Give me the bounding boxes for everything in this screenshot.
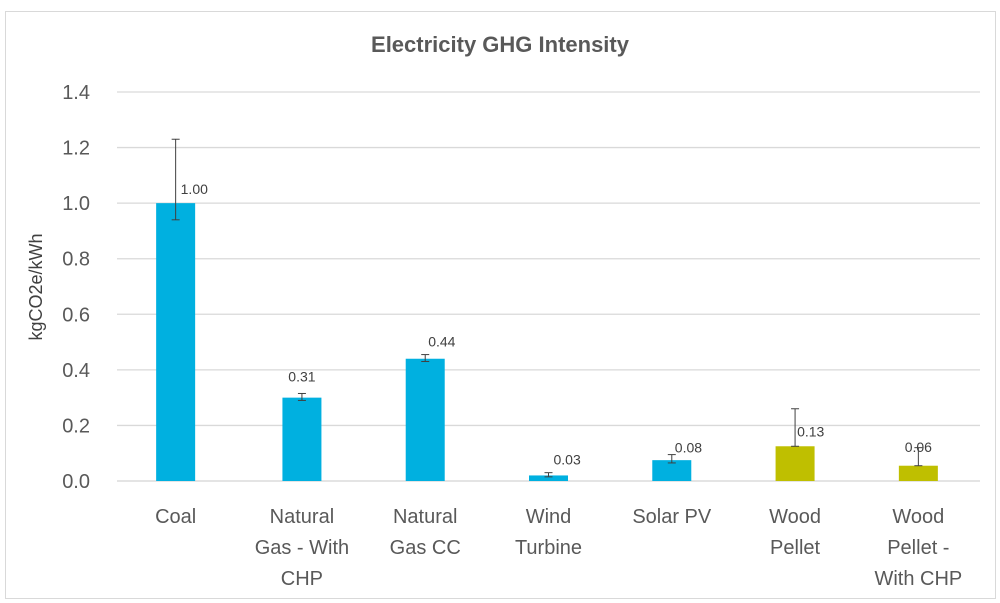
x-tick-label: Natural Gas CC xyxy=(390,506,461,559)
bar xyxy=(529,475,568,481)
data-label: 0.44 xyxy=(428,334,455,350)
x-tick-label: Wood Pellet -With CHP xyxy=(874,506,962,590)
data-label: 0.06 xyxy=(905,439,932,455)
x-tick-label: Wind Turbine xyxy=(515,506,582,559)
data-label: 0.08 xyxy=(675,440,702,456)
x-tick-label: Solar PV xyxy=(632,506,712,528)
bar xyxy=(156,203,196,481)
y-tick-label: 0.2 xyxy=(62,415,90,437)
y-tick-label: 1.2 xyxy=(62,138,90,160)
y-tick-label: 0.4 xyxy=(62,360,90,382)
x-tick-label: Coal xyxy=(155,506,196,528)
y-tick-label: 1.0 xyxy=(62,193,90,215)
y-tick-label: 1.4 xyxy=(62,82,90,104)
bar xyxy=(652,460,692,481)
y-tick-label: 0.6 xyxy=(62,304,90,326)
y-tick-label: 0.0 xyxy=(62,471,90,493)
y-axis-label: kgCO2e/kWh xyxy=(26,233,46,340)
bar xyxy=(898,465,938,481)
data-label: 0.13 xyxy=(797,424,824,440)
chart-title: Electricity GHG Intensity xyxy=(371,32,630,57)
bar xyxy=(405,358,445,481)
data-label: 1.00 xyxy=(181,181,208,197)
data-label: 0.03 xyxy=(554,452,581,468)
x-tick-label: Natural Gas - With CHP xyxy=(255,506,349,590)
data-label: 0.31 xyxy=(288,368,315,384)
x-tick-label: Wood Pellet xyxy=(769,506,821,559)
bar xyxy=(775,446,815,481)
bar xyxy=(282,397,322,481)
y-tick-label: 0.8 xyxy=(62,249,90,271)
